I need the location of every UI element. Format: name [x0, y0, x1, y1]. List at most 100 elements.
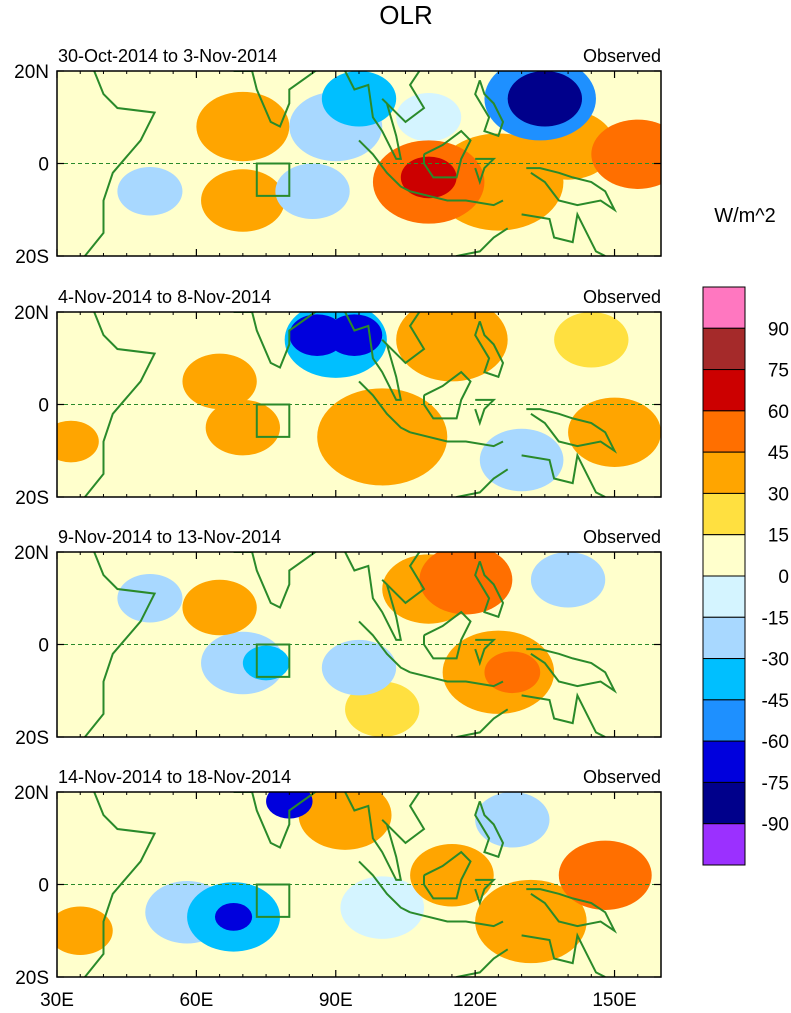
- y-tick-label: 20S: [15, 728, 49, 749]
- coastline: [521, 452, 606, 497]
- coastline: [358, 380, 411, 434]
- anomaly-blob: [479, 428, 564, 492]
- coastline: [233, 792, 318, 849]
- x-tick-label: 150E: [592, 990, 636, 1011]
- coastline: [409, 671, 504, 688]
- anomaly-blob: [484, 651, 541, 694]
- colorbar-label: 75: [768, 361, 789, 382]
- coastline: [409, 190, 504, 207]
- coastline: [455, 468, 509, 497]
- coastline: [521, 692, 606, 737]
- coastline: [455, 948, 509, 977]
- colorbar-label: -60: [762, 732, 789, 753]
- colorbar-units: W/m^2: [714, 205, 776, 227]
- anomaly-blob: [317, 388, 448, 486]
- x-tick-label: 120E: [453, 990, 497, 1011]
- panel-tag: Observed: [583, 767, 661, 787]
- anomaly-blob: [410, 844, 494, 907]
- panel-period: 14-Nov-2014 to 18-Nov-2014: [58, 767, 291, 787]
- panel: 20N 0 20S 14-Nov-2014 to 18-Nov-2014 Observe…: [14, 767, 662, 989]
- panel-period: 9-Nov-2014 to 13-Nov-2014: [58, 527, 281, 547]
- coastline: [409, 911, 504, 928]
- coastline: [474, 398, 497, 427]
- colorbar-swatch: [702, 658, 746, 701]
- anomaly-blob: [507, 71, 583, 127]
- colorbar: 90 75 60 45 30 15 0 -15 -30 -45 -60 -75 -90: [702, 286, 789, 866]
- anomaly-blob: [396, 92, 462, 142]
- y-tick-label: 0: [38, 155, 49, 176]
- coastline: [358, 860, 411, 914]
- colorbar-swatch: [702, 781, 746, 825]
- colorbar-swatch: [702, 369, 746, 412]
- coastline: [423, 610, 472, 660]
- coastline: [521, 932, 606, 977]
- anomaly-blob: [475, 879, 587, 964]
- coastline: [526, 408, 618, 454]
- coastline: [84, 71, 157, 256]
- coastline: [84, 312, 157, 497]
- colorbar-label: 15: [768, 526, 789, 547]
- panel-tag: Observed: [583, 527, 661, 547]
- y-tick-label: 0: [38, 396, 49, 417]
- coastline: [423, 129, 472, 179]
- panel-tag: Observed: [583, 46, 661, 66]
- anomaly-blob: [214, 903, 253, 931]
- coastline: [474, 79, 505, 138]
- anomaly-blob: [568, 397, 661, 467]
- colorbar-swatch: [702, 616, 746, 660]
- x-tick-label: 30E: [40, 990, 74, 1011]
- anomaly-blob: [591, 119, 661, 189]
- olr-field: [57, 312, 661, 492]
- coastline: [474, 560, 505, 619]
- colorbar-label: -15: [762, 608, 789, 629]
- colorbar-label: -30: [762, 650, 789, 671]
- colorbar-swatch: [702, 699, 746, 742]
- index-box: [255, 643, 291, 678]
- colorbar-label: -75: [762, 773, 789, 794]
- colorbar-label: 30: [768, 484, 789, 505]
- y-tick-label: 20S: [15, 968, 49, 989]
- coastline: [474, 800, 505, 859]
- anomaly-blob: [400, 156, 457, 199]
- coastline: [521, 211, 606, 256]
- coastline: [526, 648, 618, 694]
- anomaly-blob: [117, 166, 183, 216]
- panel: 20N 0 20S 9-Nov-2014 to 13-Nov-2014 Observed: [14, 527, 662, 749]
- y-tick-label: 20S: [15, 488, 49, 509]
- anomaly-blob: [396, 312, 508, 382]
- anomaly-blob: [419, 552, 513, 615]
- anomaly-blob: [340, 876, 425, 939]
- anomaly-blob: [57, 906, 113, 956]
- index-box: [255, 162, 291, 197]
- coastline: [474, 157, 497, 186]
- coastline: [409, 431, 504, 448]
- panel-period: 30-Oct-2014 to 3-Nov-2014: [58, 46, 277, 66]
- colorbar-swatch: [702, 451, 746, 494]
- coastline: [84, 552, 157, 737]
- coastline: [474, 878, 497, 907]
- coastline: [423, 850, 472, 900]
- colorbar-label: -90: [762, 815, 789, 836]
- colorbar-swatch: [702, 740, 746, 783]
- anomaly-blob: [182, 353, 257, 410]
- coastline: [84, 792, 157, 977]
- coastlines: [84, 552, 618, 737]
- coastline: [233, 312, 318, 369]
- colorbar-label: 0: [778, 567, 789, 588]
- coastline: [526, 888, 618, 934]
- anomaly-blob: [57, 420, 99, 463]
- anomaly-blob: [201, 169, 285, 232]
- anomaly-blob: [205, 399, 281, 456]
- y-tick-label: 20S: [15, 247, 49, 268]
- panel-tag: Observed: [583, 287, 661, 307]
- y-tick-label: 20N: [14, 783, 49, 804]
- anomaly-blob: [558, 840, 652, 910]
- anomaly-blob: [298, 792, 392, 850]
- anomaly-blob: [182, 579, 257, 636]
- colorbar-swatch: [702, 492, 746, 536]
- anomaly-blob: [326, 314, 383, 356]
- coastline: [526, 167, 618, 213]
- anomaly-blob: [117, 573, 183, 623]
- anomaly-blob: [266, 792, 313, 819]
- x-tick-label: 90E: [319, 990, 353, 1011]
